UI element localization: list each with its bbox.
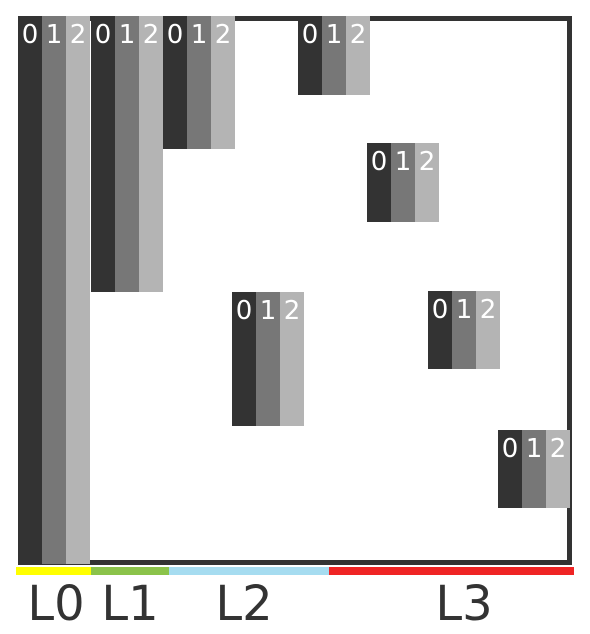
stripe-label: 1: [394, 147, 412, 177]
stripe-label: 2: [69, 20, 87, 50]
stripe-label: 1: [455, 295, 473, 325]
block-2-stripe-1: 1: [187, 16, 211, 149]
block-1-stripe-2: 2: [139, 16, 163, 292]
block-5-stripe-2: 2: [280, 292, 304, 426]
stripe-label: 2: [349, 20, 367, 50]
block-6-stripe-0: 0: [428, 291, 452, 369]
level-label-l1: L1: [101, 576, 159, 632]
stripe-label: 0: [431, 295, 449, 325]
block-4-stripe-1: 1: [391, 143, 415, 222]
stripe-label: 0: [94, 20, 112, 50]
block-0-stripe-1: 1: [42, 16, 66, 564]
matrix-frame: [18, 16, 572, 565]
block-2-stripe-0: 0: [163, 16, 187, 149]
block-3-stripe-0: 0: [298, 16, 322, 95]
stripe-label: 0: [370, 147, 388, 177]
block-5-stripe-1: 1: [256, 292, 280, 426]
level-bar-l3: [329, 567, 574, 575]
stripe-label: 2: [418, 147, 436, 177]
block-7-stripe-0: 0: [498, 430, 522, 508]
block-6-stripe-2: 2: [476, 291, 500, 369]
block-4-stripe-2: 2: [415, 143, 439, 222]
stripe-label: 2: [479, 295, 497, 325]
block-6-stripe-1: 1: [452, 291, 476, 369]
level-label-l2: L2: [215, 576, 273, 632]
block-7-stripe-2: 2: [546, 430, 570, 508]
level-bar-l2: [169, 567, 329, 575]
level-bar-l1: [91, 567, 169, 575]
stripe-label: 2: [214, 20, 232, 50]
stripe-label: 1: [118, 20, 136, 50]
stripe-label: 0: [21, 20, 39, 50]
stripe-label: 1: [259, 296, 277, 326]
block-0-stripe-2: 2: [66, 16, 90, 564]
block-4-stripe-0: 0: [367, 143, 391, 222]
stripe-label: 2: [283, 296, 301, 326]
block-1-stripe-1: 1: [115, 16, 139, 292]
stripe-label: 2: [142, 20, 160, 50]
level-label-l0: L0: [27, 576, 85, 632]
stripe-label: 0: [166, 20, 184, 50]
block-3-stripe-1: 1: [322, 16, 346, 95]
stripe-label: 1: [45, 20, 63, 50]
stripe-label: 1: [525, 434, 543, 464]
stripe-label: 2: [549, 434, 567, 464]
block-0-stripe-0: 0: [18, 16, 42, 564]
block-5-stripe-0: 0: [232, 292, 256, 426]
stripe-label: 1: [190, 20, 208, 50]
stripe-label: 1: [325, 20, 343, 50]
stripe-label: 0: [235, 296, 253, 326]
stripe-label: 0: [501, 434, 519, 464]
stripe-label: 0: [301, 20, 319, 50]
block-3-stripe-2: 2: [346, 16, 370, 95]
level-bar-l0: [16, 567, 91, 575]
block-1-stripe-0: 0: [91, 16, 115, 292]
block-2-stripe-2: 2: [211, 16, 235, 149]
level-label-l3: L3: [435, 576, 493, 632]
block-7-stripe-1: 1: [522, 430, 546, 508]
